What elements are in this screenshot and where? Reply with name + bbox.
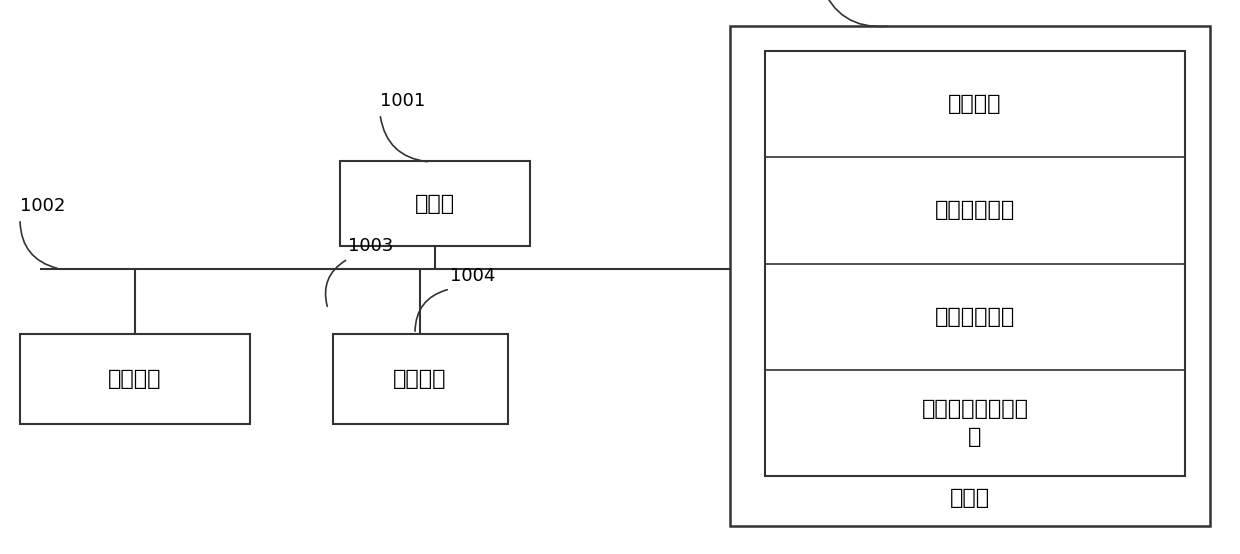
Text: 操作系统: 操作系统 [949, 94, 1002, 114]
Text: 用户接口: 用户接口 [108, 369, 161, 389]
Text: 网络接口: 网络接口 [393, 369, 446, 389]
Text: 网络通信模块: 网络通信模块 [935, 201, 1016, 220]
Text: 存储器: 存储器 [950, 488, 990, 508]
Text: 处理器: 处理器 [415, 194, 455, 214]
Text: 序: 序 [968, 427, 982, 447]
Text: 1002: 1002 [20, 197, 66, 215]
Bar [334, 334, 508, 424]
Text: 1004: 1004 [450, 267, 495, 285]
Text: 用户接口模块: 用户接口模块 [935, 306, 1016, 327]
Text: 1003: 1003 [348, 237, 393, 255]
Bar [730, 26, 1210, 526]
Bar [340, 161, 529, 246]
Bar [765, 51, 1185, 476]
Bar [20, 334, 250, 424]
Text: 1001: 1001 [379, 92, 425, 110]
Text: 一拖多空调控制程: 一拖多空调控制程 [921, 399, 1028, 419]
